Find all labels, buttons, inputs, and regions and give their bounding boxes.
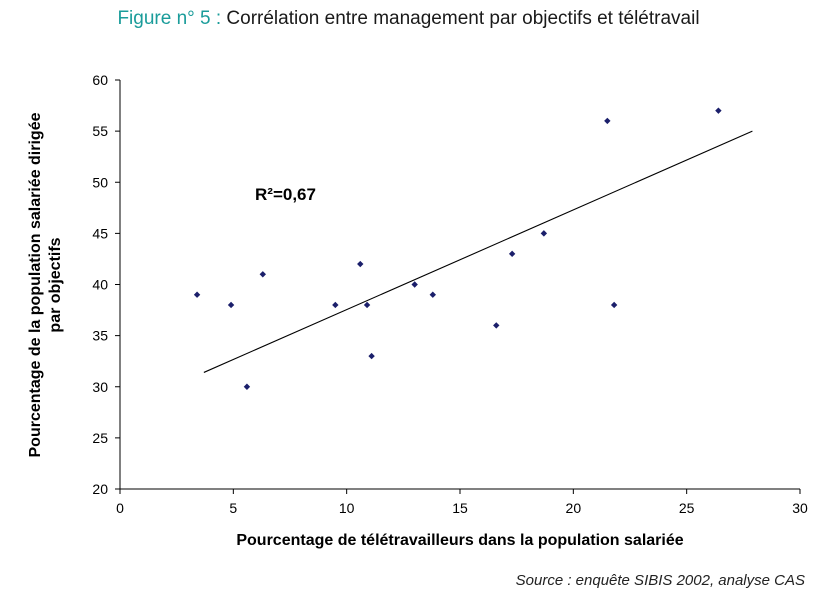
y-axis-label: Pourcentage de la population salariée di… [27,112,64,457]
y-axis-label-line: par objectifs [47,237,64,332]
x-tick-label: 10 [339,500,355,516]
figure-number: Figure n° 5 : [117,8,222,29]
x-tick-label: 30 [792,500,808,516]
data-point [368,352,375,360]
data-point [508,250,516,258]
y-tick-label: 30 [92,379,108,395]
data-point [259,271,266,278]
data-point [357,260,364,268]
figure-title: Figure n° 5 : Corrélation entre manageme… [0,8,817,30]
source-note: Source : enquête SIBIS 2002, analyse CAS [515,572,805,589]
y-tick-label: 60 [92,72,108,88]
data-point [604,117,611,125]
data-point [332,301,339,309]
data-point [227,301,235,309]
trendline [203,130,753,373]
y-tick-label: 25 [92,430,108,446]
x-tick-label: 0 [116,500,124,516]
y-tick-label: 40 [92,277,108,293]
data-point [411,281,418,288]
x-tick-label: 15 [452,500,468,516]
x-tick-label: 25 [679,500,695,516]
data-point [363,301,371,309]
y-tick-label: 55 [92,123,108,139]
data-point [429,291,436,298]
data-point [243,383,251,390]
x-tick-label: 20 [566,500,582,516]
r-squared-annotation: R²=0,67 [255,185,316,204]
figure-title-text: Corrélation entre management par objecti… [226,8,700,29]
data-point [493,322,500,329]
x-tick-label: 5 [229,500,237,516]
x-axis-label: Pourcentage de télétravailleurs dans la … [236,532,683,549]
y-axis-label-line: Pourcentage de la population salariée di… [27,112,44,457]
y-tick-label: 35 [92,328,108,344]
y-tick-label: 20 [92,481,108,497]
y-tick-label: 50 [92,174,108,190]
data-point [610,301,618,309]
y-tick-label: 45 [92,225,108,241]
data-point [540,230,548,237]
data-point [715,107,722,114]
data-point [193,291,201,298]
